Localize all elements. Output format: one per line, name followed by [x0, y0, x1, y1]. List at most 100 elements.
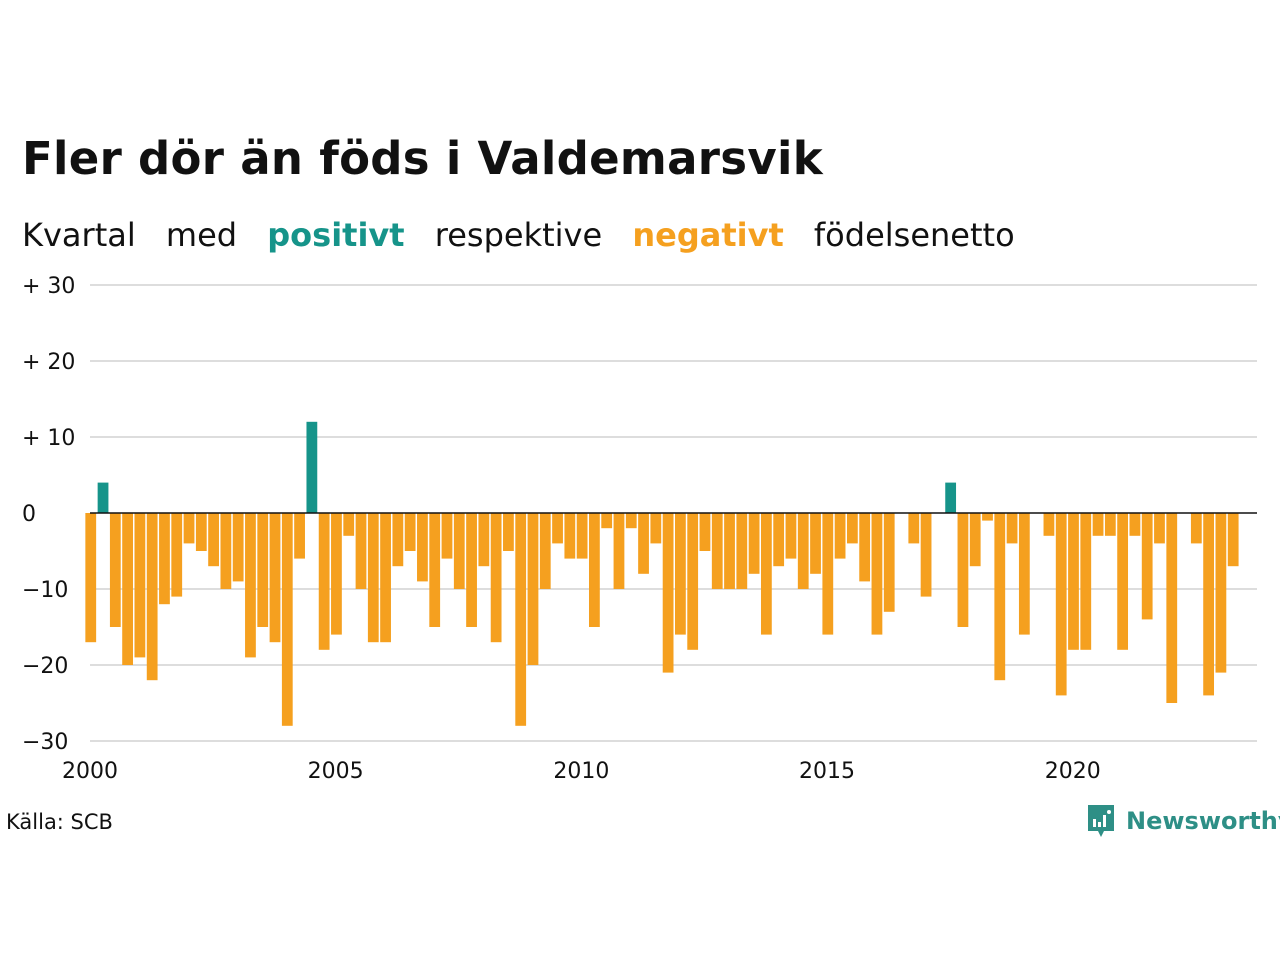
x-tick-label: 2010: [553, 759, 609, 784]
bar: [97, 482, 109, 513]
bar: [1129, 513, 1141, 536]
y-tick-label: + 30: [22, 274, 75, 299]
bar: [613, 513, 625, 589]
bar: [1092, 513, 1104, 536]
x-tick-label: 2000: [62, 759, 118, 784]
bar: [441, 513, 453, 559]
bar: [478, 513, 490, 567]
bar: [208, 513, 219, 567]
bar: [810, 513, 821, 574]
bar: [257, 513, 269, 627]
bar: [711, 513, 723, 589]
bar: [883, 513, 895, 612]
subtitle-word-fodelsenetto: födelsenetto: [813, 216, 1015, 254]
bar: [564, 513, 576, 559]
y-tick-label: + 20: [22, 350, 75, 375]
bar: [760, 513, 772, 635]
bar: [797, 513, 809, 589]
bar: [675, 513, 686, 635]
bar: [589, 513, 600, 627]
bar: [109, 513, 121, 627]
bar: [392, 513, 404, 567]
bar: [773, 513, 785, 567]
bar: [515, 513, 527, 726]
x-tick-label: 2020: [1045, 759, 1101, 784]
x-tick-label: 2015: [799, 759, 855, 784]
bar: [662, 513, 674, 673]
bar: [367, 513, 379, 643]
bar: [220, 513, 232, 589]
bar: [994, 513, 1006, 681]
bar: [1006, 513, 1018, 544]
bar: [527, 513, 539, 665]
bar: [453, 513, 465, 589]
bar: [1068, 513, 1079, 650]
bar: [1117, 513, 1129, 650]
bar: [232, 513, 244, 582]
bar: [281, 513, 293, 726]
newsworthy-logo-icon: [1088, 805, 1114, 837]
bar: [552, 513, 563, 544]
bar: [1141, 513, 1153, 620]
bar: [846, 513, 858, 544]
bar: [1018, 513, 1030, 635]
bar: [171, 513, 183, 597]
x-tick-label: 2005: [308, 759, 364, 784]
bar: [871, 513, 883, 635]
bar: [539, 513, 551, 589]
bar: [601, 513, 613, 529]
bar: [404, 513, 416, 551]
bar: [134, 513, 146, 658]
bar: [920, 513, 932, 597]
bar: [785, 513, 797, 559]
bar: [294, 513, 305, 559]
bar: [822, 513, 834, 635]
subtitle-positive-label: positivt: [267, 216, 405, 254]
bar: [699, 513, 711, 551]
bar: [466, 513, 477, 627]
y-tick-label: −30: [22, 730, 68, 755]
bar: [650, 513, 662, 544]
bar: [687, 513, 699, 650]
bar: [85, 513, 97, 643]
subtitle-word-kvartal: Kvartal: [22, 216, 136, 254]
bar: [1055, 513, 1067, 696]
bar: [1203, 513, 1215, 696]
bar: [417, 513, 428, 582]
bar: [306, 421, 318, 513]
bar: [1043, 513, 1055, 536]
bar: [380, 513, 391, 643]
bar: [945, 482, 957, 513]
bar: [195, 513, 207, 551]
subtitle-negative-label: negativt: [632, 216, 784, 254]
y-tick-label: + 10: [22, 426, 75, 451]
bar: [982, 513, 993, 521]
bar: [638, 513, 649, 574]
subtitle-word-med: med: [165, 216, 238, 254]
bar: [1154, 513, 1165, 544]
y-tick-label: −10: [22, 578, 68, 603]
bar: [122, 513, 133, 665]
bar: [1104, 513, 1116, 536]
bar: [969, 513, 981, 567]
source-note: Källa: SCB: [6, 810, 113, 834]
bar: [625, 513, 637, 529]
chart-title: Fler dör än föds i Valdemarsvik: [22, 132, 823, 185]
bar: [429, 513, 441, 627]
bar: [1227, 513, 1239, 567]
chart-subtitle: Kvartal med positivt respektive negativt…: [22, 216, 1035, 254]
bar: [331, 513, 342, 635]
bar: [269, 513, 281, 643]
bar: [1215, 513, 1227, 673]
bar: [736, 513, 748, 589]
bar: [834, 513, 846, 559]
bar: [724, 513, 735, 589]
brand-logo: Newsworthy: [1086, 803, 1280, 839]
bar: [355, 513, 367, 589]
y-tick-label: 0: [22, 502, 36, 527]
bar: [957, 513, 969, 627]
bar: [146, 513, 158, 681]
bar: [318, 513, 330, 650]
bar: [859, 513, 871, 582]
